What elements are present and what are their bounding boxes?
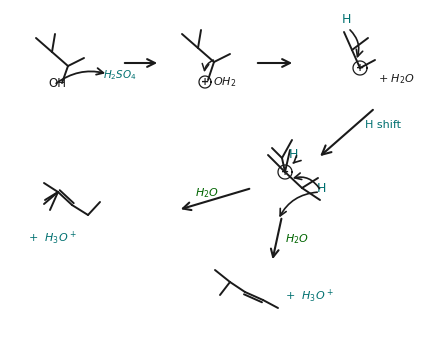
Text: OH: OH <box>48 77 66 90</box>
Text: $H_2SO_4$: $H_2SO_4$ <box>103 68 137 82</box>
Text: $H_2O$: $H_2O$ <box>195 186 219 200</box>
Text: $+\ H_2O$: $+\ H_2O$ <box>378 72 415 86</box>
Text: +: + <box>356 63 364 73</box>
Text: $+\ \ H_3O^+$: $+\ \ H_3O^+$ <box>285 288 334 305</box>
Text: $+\ \ H_3O^+$: $+\ \ H_3O^+$ <box>28 230 77 247</box>
Text: +: + <box>201 77 209 87</box>
Text: $H_2O$: $H_2O$ <box>285 232 309 246</box>
Text: H: H <box>341 13 351 26</box>
Text: +: + <box>281 167 289 177</box>
Text: H: H <box>316 182 326 195</box>
Text: $OH_2$: $OH_2$ <box>213 75 236 89</box>
Text: H: H <box>289 148 297 161</box>
Text: H shift: H shift <box>365 120 401 130</box>
